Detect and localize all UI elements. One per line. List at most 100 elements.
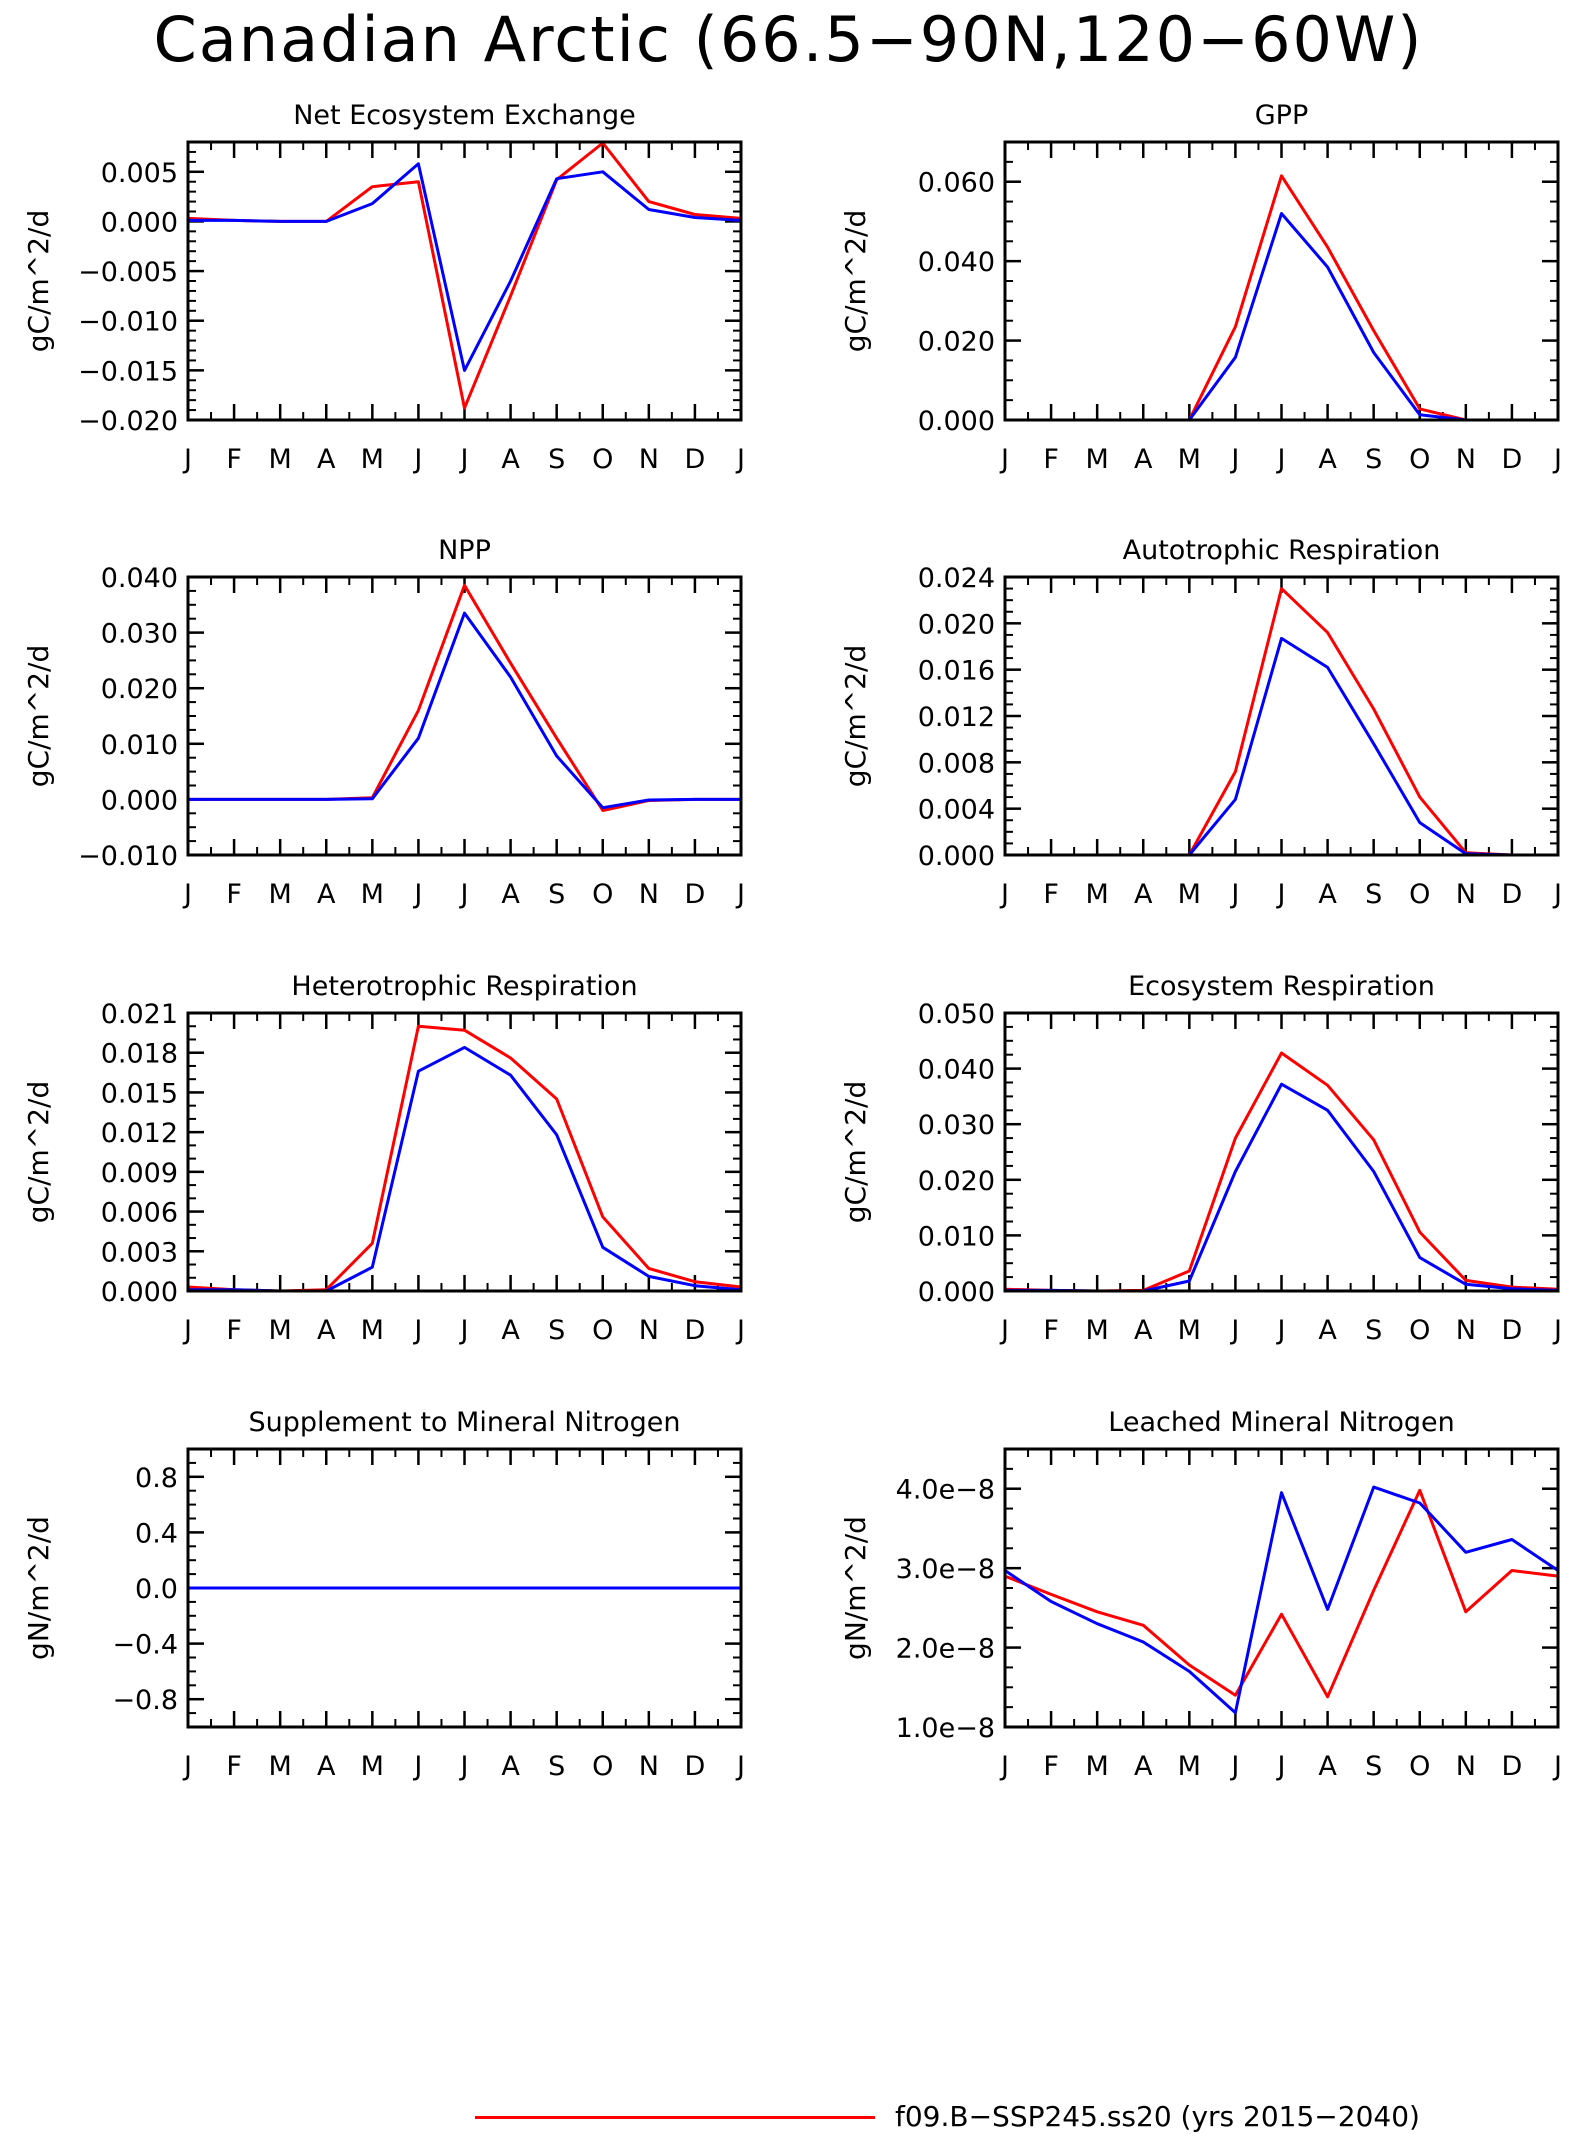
y-axis-label: gC/m^2/d [839,645,872,788]
x-tick-label: M [361,1315,384,1346]
x-tick-label: J [412,444,422,475]
x-tick-label: O [1409,1751,1430,1782]
x-tick-label: J [1276,879,1286,910]
x-tick-label: J [999,879,1009,910]
x-tick-label: N [639,444,659,475]
panel-title: Net Ecosystem Exchange [293,100,636,131]
x-tick-label: N [639,879,659,910]
x-tick-label: J [182,444,192,475]
y-tick-label: 1.0e−8 [896,1713,995,1744]
x-tick-label: M [361,1751,384,1782]
x-tick-label: J [1552,1315,1562,1346]
y-tick-label: 0.040 [918,1055,995,1086]
y-tick-label: 0.020 [918,1166,995,1197]
x-tick-label: O [592,1751,613,1782]
plot-frame [1003,575,1560,857]
y-tick-label: 0.005 [101,158,178,189]
series-line [1005,587,1558,857]
panel-title: Ecosystem Respiration [1128,971,1435,1002]
x-tick-label: O [592,444,613,475]
plot-frame [186,575,743,857]
y-tick-label: 2.0e−8 [896,1634,995,1665]
x-tick-label: D [1502,444,1523,475]
x-tick-label: A [1318,879,1337,910]
x-tick-label: O [1409,1315,1430,1346]
series-line [188,611,741,810]
y-tick-label: 0.012 [101,1118,178,1149]
panel-title: NPP [438,535,491,566]
y-tick-label: 0.020 [918,327,995,358]
x-tick-label: J [459,879,469,910]
x-tick-label: M [1086,1315,1109,1346]
x-tick-label: D [685,879,706,910]
y-tick-label: −0.020 [78,406,178,437]
x-tick-label: M [1178,879,1201,910]
x-tick-label: J [1276,1315,1286,1346]
x-tick-label: A [1318,1751,1337,1782]
y-tick-label: 0.004 [918,795,995,826]
x-tick-label: J [459,444,469,475]
x-tick-label: J [735,1751,745,1782]
x-tick-label: J [1229,879,1239,910]
y-tick-label: 0.030 [101,619,178,650]
x-tick-label: J [182,1751,192,1782]
x-tick-label: J [182,1315,192,1346]
y-tick-label: 0.008 [918,748,995,779]
plot-frame [1003,1447,1560,1729]
x-tick-label: A [1318,444,1337,475]
x-tick-label: J [1229,1751,1239,1782]
y-tick-label: 0.003 [101,1237,178,1268]
x-tick-label: A [501,879,520,910]
series-line [188,583,741,812]
chart-panel: Net Ecosystem Exchange gC/m^2/d −0.020 −0.0… [22,100,745,475]
panel-title: Supplement to Mineral Nitrogen [249,1407,681,1438]
y-tick-label: 0.020 [918,609,995,640]
y-axis-label: gC/m^2/d [839,1081,872,1224]
x-tick-label: F [1043,1751,1059,1782]
series-line [188,162,742,372]
x-tick-label: A [317,879,336,910]
plot-frame [186,140,743,422]
x-tick-label: D [685,444,706,475]
y-axis-label: gN/m^2/d [839,1516,872,1660]
x-tick-label: F [1043,1315,1059,1346]
y-tick-label: 0.010 [918,1221,995,1252]
chart-panel: Autotrophic Respiration gC/m^2/d 0.000 0.00… [839,535,1562,910]
x-tick-label: J [1276,1751,1286,1782]
x-tick-label: A [317,1751,336,1782]
y-tick-label: −0.8 [112,1685,178,1716]
y-tick-label: 0.4 [135,1518,178,1549]
y-tick-label: 0.000 [918,406,995,437]
x-tick-label: N [1456,879,1476,910]
y-tick-label: 0.040 [101,563,178,594]
chart-panel: Ecosystem Respiration gC/m^2/d 0.000 0.010 0… [839,971,1562,1346]
plot-frame [186,1447,743,1729]
y-axis-label: gN/m^2/d [22,1516,55,1660]
x-tick-label: A [1134,1315,1153,1346]
y-tick-label: −0.4 [112,1630,178,1661]
x-tick-label: M [1086,879,1109,910]
y-tick-label: 0.000 [918,841,995,872]
x-tick-label: D [1502,1751,1523,1782]
x-tick-label: M [1178,444,1201,475]
x-tick-label: J [999,1315,1009,1346]
y-tick-label: 0.021 [101,999,178,1030]
y-tick-label: 0.018 [101,1039,178,1070]
x-tick-label: M [361,879,384,910]
series-line [1005,636,1558,857]
x-tick-label: J [735,879,745,910]
x-tick-label: F [226,1751,242,1782]
x-tick-label: M [1178,1751,1201,1782]
y-tick-label: 4.0e−8 [896,1475,995,1506]
x-tick-label: S [1365,444,1382,475]
x-tick-label: S [548,1315,565,1346]
y-tick-label: 0.030 [918,1110,995,1141]
x-tick-label: N [1456,1315,1476,1346]
y-tick-label: −0.010 [78,841,178,872]
x-tick-label: F [226,1315,242,1346]
x-tick-label: F [1043,444,1059,475]
x-tick-label: S [548,1751,565,1782]
x-tick-label: J [999,444,1009,475]
y-tick-label: 0.010 [101,730,178,761]
